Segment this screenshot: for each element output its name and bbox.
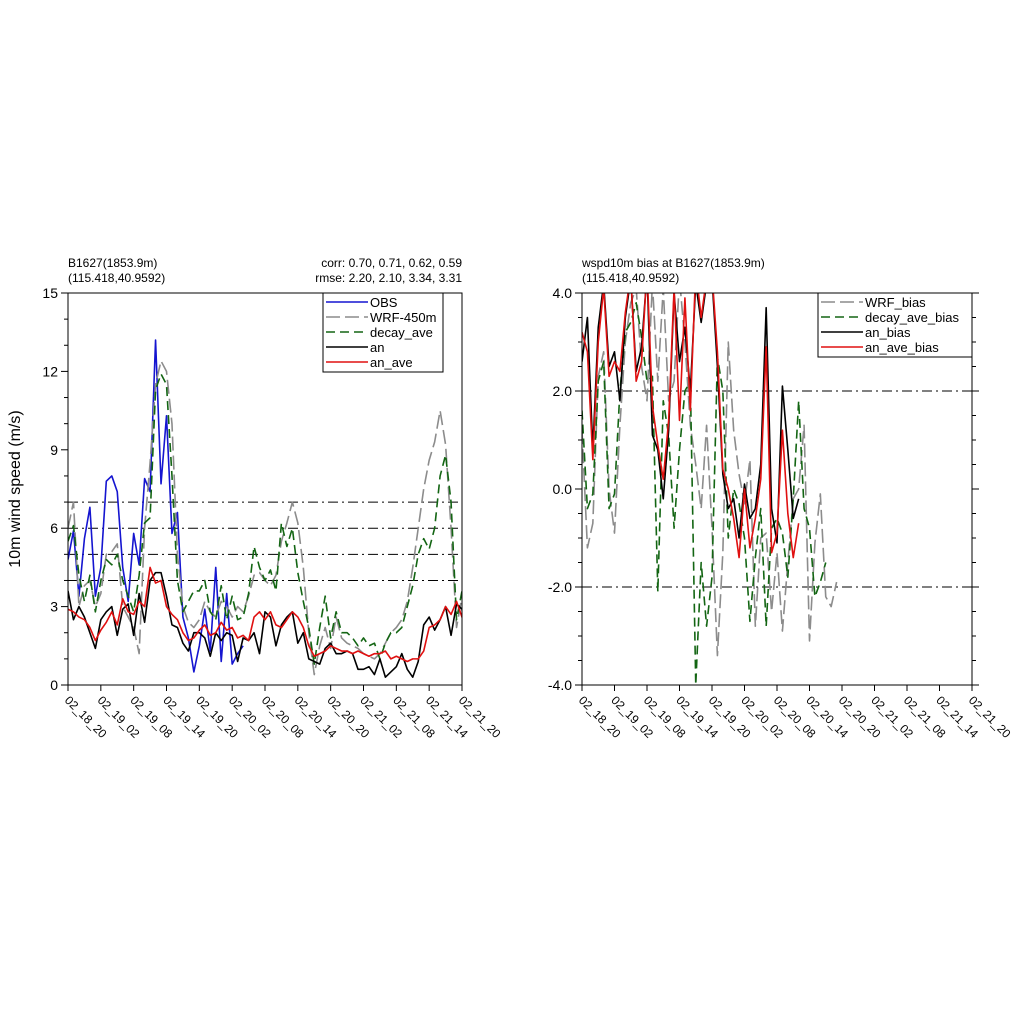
panel1-title: B1627(1853.9m): [68, 256, 157, 270]
y-tick-label: 2.0: [553, 383, 573, 399]
wind-speed-chart: 0369121502_18_2002_19_0202_19_0802_19_14…: [42, 285, 503, 741]
panel1-rmse: rmse: 2.20, 2.10, 3.34, 3.31: [315, 271, 462, 285]
legend-label: an_bias: [865, 325, 911, 340]
bias-chart: -4.0-2.00.02.04.002_18_2002_19_0202_19_0…: [548, 285, 1014, 741]
legend-label: an_ave: [370, 355, 413, 370]
panel2-title: wspd10m bias at B1627(1853.9m): [581, 256, 765, 270]
panel1-corr: corr: 0.70, 0.71, 0.62, 0.59: [321, 256, 462, 270]
legend-label: an: [370, 340, 384, 355]
y-tick-label: 0.0: [553, 481, 573, 497]
series-line-obs: [68, 339, 244, 673]
legend-label: WRF-450m: [370, 310, 436, 325]
panel1-ylabel: 10m wind speed (m/s): [7, 410, 24, 567]
y-tick-label: 0: [50, 677, 58, 693]
series-line-an-ave-bias: [582, 293, 800, 559]
y-tick-label: 15: [42, 285, 58, 301]
legend-label: an_ave_bias: [865, 340, 939, 355]
legend-label: OBS: [370, 295, 398, 310]
series-group: [582, 293, 838, 685]
legend-label: decay_ave_bias: [865, 310, 959, 325]
series-line-an-ave: [68, 566, 462, 663]
series-line-wrf-450m: [68, 360, 462, 676]
y-tick-label: 4.0: [553, 285, 573, 301]
legend-label: decay_ave: [370, 325, 433, 340]
series-line-decay-ave-bias: [582, 301, 827, 685]
y-tick-label: 3: [50, 599, 58, 615]
panel2-coords: (115.418,40.9592): [582, 271, 679, 285]
series-line-wrf-bias: [582, 293, 838, 657]
legend-label: WRF_bias: [865, 295, 926, 310]
series-group: [68, 339, 462, 678]
y-tick-label: 12: [42, 363, 58, 379]
panel1-coords: (115.418,40.9592): [68, 271, 165, 285]
y-tick-label: -2.0: [548, 579, 572, 595]
y-tick-label: 6: [50, 520, 58, 536]
y-tick-label: -4.0: [548, 677, 572, 693]
series-line-decay-ave: [68, 373, 462, 665]
y-tick-label: 9: [50, 442, 58, 458]
series-line-an: [68, 571, 462, 678]
